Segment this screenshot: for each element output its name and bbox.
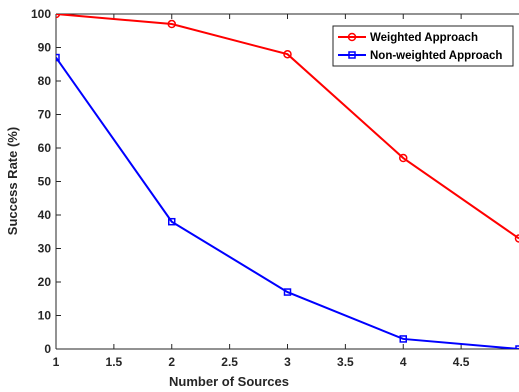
y-tick-label: 10 [38,309,52,323]
data-point [167,19,176,29]
legend-marker [348,51,356,59]
y-axis-title: Success Rate (%) [5,127,20,235]
legend-box [332,25,514,67]
legend-label: Weighted Approach [370,32,478,44]
y-tick-label: 40 [38,208,52,222]
y-tick-label: 70 [38,108,52,122]
y-tick-label: 100 [31,7,51,21]
x-tick-label: 1.5 [106,355,123,369]
data-point [283,288,292,296]
axis-tick-labels: 1 1.5 2 2.5 3 3.5 4 4.5 0 10 20 30 40 50 60 70 80 90 100 [31,7,470,369]
x-tick-label: 4 [400,355,407,369]
data-point [168,217,176,226]
y-tick-label: 30 [38,242,52,256]
y-tick-label: 50 [38,175,52,189]
axis-ticks [55,13,462,350]
legend-label: Non-weighted Approach [370,50,502,62]
x-tick-label: 3.5 [337,355,354,369]
data-point [56,53,60,62]
y-tick-label: 80 [38,74,52,88]
data-point [399,153,408,163]
y-tick-label: 60 [38,141,52,155]
x-tick-label: 2.5 [221,355,238,369]
x-tick-label: 3 [284,355,291,369]
x-tick-label: 1 [53,355,60,369]
legend: Weighted Approach Non-weighted Approach [332,25,514,67]
series-line-2 [56,56,519,349]
data-point [399,335,407,343]
y-tick-label: 0 [44,342,51,356]
series-line-1 [56,14,519,240]
legend-marker [347,32,357,42]
x-axis-title: Number of Sources [169,374,289,389]
x-tick-label: 4.5 [453,355,470,369]
x-tick-label: 2 [168,355,175,369]
y-tick-label: 20 [38,275,52,289]
data-point [514,234,519,243]
y-tick-label: 90 [38,41,52,55]
data-point [283,49,292,59]
series-layer [56,14,519,349]
